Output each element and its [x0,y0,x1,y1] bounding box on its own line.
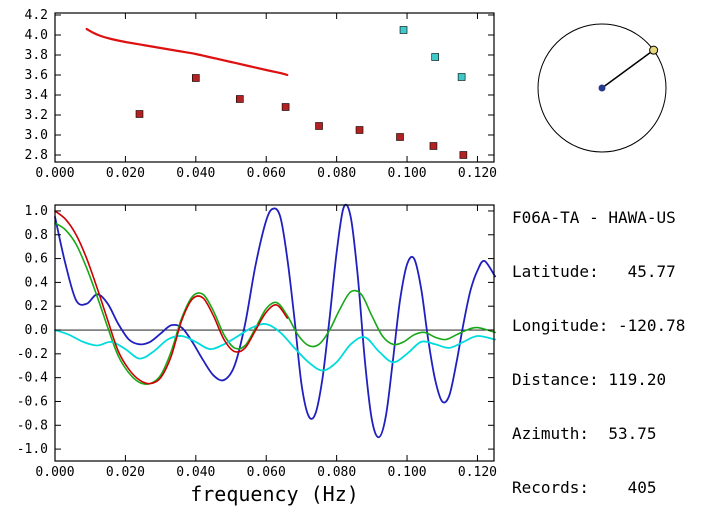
y-tick-label: -0.6 [17,394,48,409]
y-tick-label: 3.6 [25,68,48,83]
x-tick-label: 0.120 [458,465,497,480]
info-line-records: Records: 405 [512,478,657,497]
cyan-square-markers-point [399,26,408,34]
y-tick-label: -0.4 [17,371,48,386]
azimuth-indicator [537,23,667,153]
plot-frame [54,204,495,462]
dispersion-plot: 0.000 0.020 0.040 0.060 0.080 0.100 0.120 2.8 3.… [25,8,498,181]
x-tick-label: 0.060 [247,166,286,181]
x-tick-label: 0.100 [387,166,426,181]
plot-frame [54,12,495,163]
red-square-markers-point [429,142,438,150]
y-tick-label: 2.8 [25,148,48,163]
cyan-trace [54,323,496,372]
y-tick-label: 4.0 [25,28,48,43]
y-tick-label: 0.2 [25,299,48,314]
red-square-markers-point [236,95,244,103]
cyan-square-markers-point [457,73,466,81]
y-tick-label: 3.2 [25,108,48,123]
spectral-correlation-plot: 0.000 0.020 0.040 0.060 0.080 0.100 0.120 1.0 0.… [17,203,497,506]
y-tick-label: 3.0 [25,128,48,143]
y-tick-label: 3.4 [25,88,49,103]
y-tick-label: 0.4 [25,275,49,290]
y-tick-label: 3.8 [25,48,48,63]
x-axis-title: frequency (Hz) [190,482,359,506]
x-tick-label: 0.120 [458,166,497,181]
blue-trace [54,203,496,439]
info-line-longitude: Longitude: -120.78 [512,316,686,335]
y-tick-label: 0.6 [25,252,48,267]
smooth-dispersion-curve [85,27,289,77]
x-tick-label: 0.020 [106,465,145,480]
x-tick-label: 0.040 [176,166,215,181]
cyan-square-markers-point [431,53,440,61]
station-center-dot [598,84,606,92]
station-info-panel: F06A-TA - HAWA-US Latitude: 45.77 Longit… [512,173,685,519]
red-square-markers-point [459,151,468,159]
y-tick-label: 4.2 [25,8,48,23]
event-azimuth-dot [649,45,659,55]
x-tick-label: 0.080 [317,166,356,181]
info-line-latitude: Latitude: 45.77 [512,262,676,281]
info-line-distance: Distance: 119.20 [512,370,667,389]
azimuth-line [601,49,655,89]
green-trace [54,222,496,386]
y-tick-label: 1.0 [25,204,48,219]
x-tick-label: 0.040 [176,465,215,480]
station-pair-title: F06A-TA - HAWA-US [512,208,676,227]
x-tick-label: 0.020 [106,166,145,181]
x-tick-label: 0.080 [317,465,356,480]
info-line-azimuth: Azimuth: 53.75 [512,424,657,443]
red-square-markers-point [135,110,144,118]
y-tick-label: 0.0 [25,323,48,338]
y-tick-label: 0.8 [25,228,48,243]
red-square-markers-point [281,103,290,111]
azimuth-circle [537,23,667,153]
red-square-markers-point [315,122,323,130]
red-square-markers-point [396,133,404,141]
red-trace [54,210,289,385]
y-tick-label: -0.8 [17,418,48,433]
x-tick-label: 0.060 [247,465,286,480]
x-tick-label: 0.100 [387,465,426,480]
red-square-markers-point [192,74,200,82]
x-tick-label: 0.000 [35,166,74,181]
y-tick-label: -0.2 [17,347,48,362]
x-tick-label: 0.000 [35,465,74,480]
y-tick-label: -1.0 [17,442,48,457]
red-square-markers-point [355,126,364,134]
